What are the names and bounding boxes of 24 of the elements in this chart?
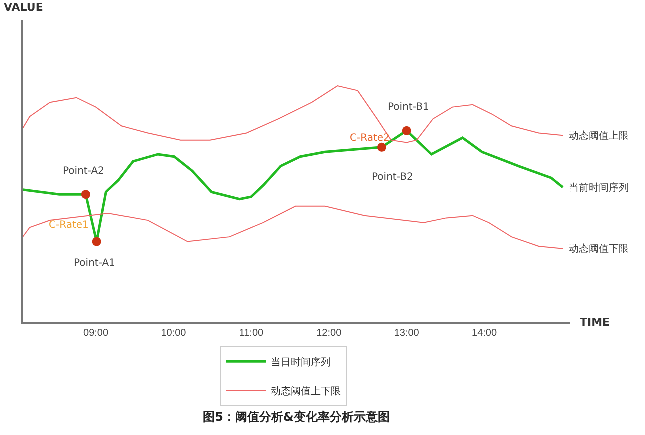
annotation: Point-B1 xyxy=(388,102,430,113)
annotation: 动态阈值上限 xyxy=(569,130,629,142)
legend-label: 当日时间序列 xyxy=(271,356,331,369)
x-tick-label: 09:00 xyxy=(84,328,109,339)
x-tick-label: 11:00 xyxy=(239,328,264,339)
point xyxy=(81,190,90,200)
point xyxy=(92,237,102,246)
text: 图5：阈值分析&变化率分析示意图 xyxy=(203,410,390,424)
annotation: Point-A1 xyxy=(74,258,116,269)
text: VALUE xyxy=(4,1,44,14)
annotation: C-Rate2 xyxy=(350,133,390,144)
annotation: Point-B2 xyxy=(372,172,414,183)
x-tick-label: 12:00 xyxy=(316,328,342,339)
annotation: C-Rate1 xyxy=(49,220,89,231)
point xyxy=(402,126,412,136)
point xyxy=(377,142,386,152)
x-tick-label: 13:00 xyxy=(394,328,420,339)
annotation: 当前时间序列 xyxy=(569,182,629,194)
x-tick-label: 14:00 xyxy=(472,328,498,339)
legend-label: 动态阈值上下限 xyxy=(271,386,341,398)
x-tick-label: 10:00 xyxy=(161,328,187,339)
x-axis-title: TIME xyxy=(580,316,610,329)
annotation: Point-A2 xyxy=(63,166,104,177)
annotation: 动态阈值下限 xyxy=(569,243,629,255)
